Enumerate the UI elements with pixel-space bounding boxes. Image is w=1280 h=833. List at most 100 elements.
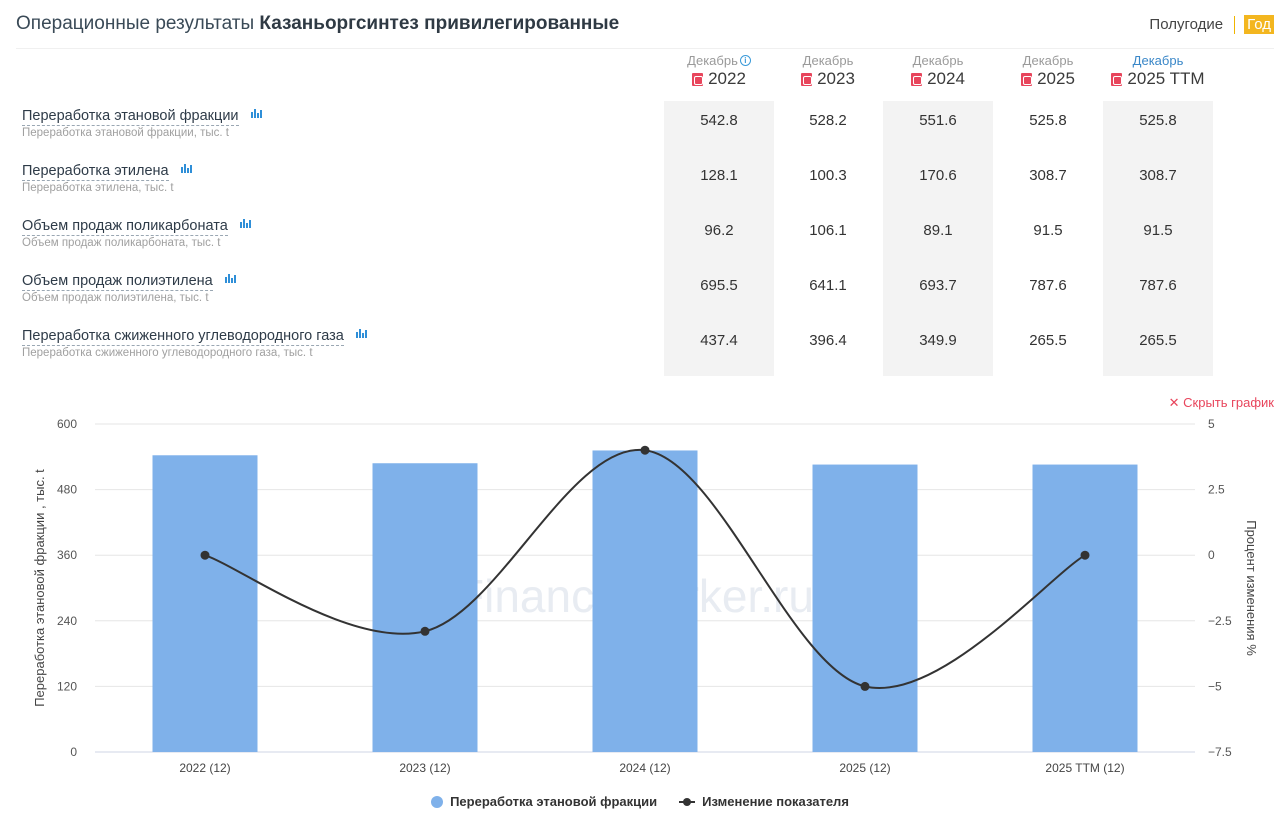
table-cell: 551.6: [919, 112, 957, 129]
legend-bar-marker: [431, 795, 444, 808]
legend-item-line[interactable]: Изменение показателя: [679, 794, 849, 809]
row-label: Переработка сжиженного углеводородного г…: [22, 327, 367, 359]
table-cell: 693.7: [919, 277, 957, 294]
column-header: Декабрь 2023: [773, 53, 883, 89]
row-title-link[interactable]: Переработка сжиженного углеводородного г…: [22, 328, 344, 346]
table-cell: 100.3: [809, 167, 847, 184]
row-subtitle: Переработка этановой фракции, тыс. t: [22, 127, 229, 139]
row-label: Переработка этановой фракции Переработка …: [22, 107, 262, 139]
table-cell: 265.5: [1139, 332, 1177, 349]
row-title-link[interactable]: Переработка этановой фракции: [22, 108, 239, 126]
table-cell: 91.5: [1143, 222, 1173, 239]
column-month-label: Декабрь: [687, 53, 738, 68]
bar-chart-icon[interactable]: [224, 273, 236, 283]
bar-chart-icon[interactable]: [250, 108, 262, 118]
column-shade: [664, 101, 774, 376]
y2-tick-label: −5: [1208, 679, 1222, 693]
page-title-prefix: Операционные результаты: [16, 13, 255, 34]
y-tick-label: 240: [57, 614, 77, 628]
bar: [372, 463, 478, 752]
period-year-button[interactable]: Год: [1244, 15, 1274, 34]
table-cell: 128.1: [700, 167, 738, 184]
x-tick-label: 2025 (12): [839, 761, 890, 775]
line-point: [200, 550, 210, 560]
table-cell: 641.1: [809, 277, 847, 294]
bar: [1032, 464, 1138, 752]
period-divider: [1234, 15, 1236, 34]
table-cell: 437.4: [700, 332, 738, 349]
period-half-button[interactable]: Полугодие: [1149, 16, 1224, 33]
pdf-icon[interactable]: [692, 72, 704, 86]
column-year-label: 2024: [927, 69, 965, 88]
column-header: Декабрь 2025 TTM: [1103, 53, 1213, 89]
bar-chart-icon[interactable]: [355, 328, 367, 338]
column-shade: [883, 101, 993, 376]
row-title-link[interactable]: Переработка этилена: [22, 163, 169, 181]
y-tick-label: 360: [57, 548, 77, 562]
line-point: [640, 445, 650, 455]
bar: [152, 455, 258, 752]
table-cell: 106.1: [809, 222, 847, 239]
column-year[interactable]: 2025: [993, 69, 1103, 89]
column-year[interactable]: 2024: [883, 69, 993, 89]
y2-tick-label: 2.5: [1208, 483, 1225, 497]
pdf-icon[interactable]: [1111, 72, 1123, 86]
line-point: [1080, 550, 1090, 560]
pdf-icon[interactable]: [911, 72, 923, 86]
y-axis-title: Переработка этановой фракции , тыс. t: [32, 469, 47, 707]
bar: [592, 450, 698, 752]
row-title-link[interactable]: Объем продаж полиэтилена: [22, 273, 213, 291]
column-year[interactable]: 2025 TTM: [1103, 69, 1213, 89]
line-point: [860, 681, 870, 691]
table-cell: 787.6: [1029, 277, 1067, 294]
legend-line-marker: [679, 797, 696, 806]
hide-chart-button[interactable]: ✕ Скрыть график: [1168, 395, 1274, 410]
column-header: Декабрь 2025: [993, 53, 1103, 89]
column-year[interactable]: 2022: [664, 69, 774, 89]
column-header: Декабрь 2024: [883, 53, 993, 89]
y-tick-label: 0: [70, 745, 77, 759]
bar-chart-icon[interactable]: [239, 218, 251, 228]
column-month: Декабрь: [1103, 53, 1213, 68]
bar-chart-icon[interactable]: [180, 163, 192, 173]
column-header: Декабрь i 2022: [664, 53, 774, 89]
table-cell: 525.8: [1029, 112, 1067, 129]
row-title-link[interactable]: Объем продаж поликарбоната: [22, 218, 228, 236]
y2-tick-label: −7.5: [1208, 745, 1232, 759]
x-tick-label: 2024 (12): [619, 761, 670, 775]
pdf-icon[interactable]: [1021, 72, 1033, 86]
y2-axis-title: Процент изменения %: [1244, 520, 1259, 656]
pdf-icon[interactable]: [801, 72, 813, 86]
table-cell: 396.4: [809, 332, 847, 349]
table-cell: 170.6: [919, 167, 957, 184]
bar: [812, 464, 918, 752]
column-month-label: Декабрь: [1022, 53, 1074, 68]
legend-bar-label: Переработка этановой фракции: [450, 794, 658, 809]
column-month: Декабрь: [883, 53, 993, 68]
column-month: Декабрь i: [664, 53, 774, 68]
x-tick-label: 2023 (12): [399, 761, 450, 775]
info-icon[interactable]: i: [739, 55, 751, 66]
y-tick-label: 480: [57, 483, 77, 497]
chart-legend: Переработка этановой фракции Изменение п…: [0, 794, 1280, 809]
table-cell: 89.1: [923, 222, 953, 239]
table-cell: 96.2: [704, 222, 734, 239]
row-subtitle: Объем продаж поликарбоната, тыс. t: [22, 237, 221, 249]
column-year[interactable]: 2023: [773, 69, 883, 89]
row-subtitle: Объем продаж полиэтилена, тыс. t: [22, 292, 209, 304]
row-label: Объем продаж поликарбоната Объем продаж п…: [22, 217, 251, 249]
period-switch: Полугодие Год: [1149, 15, 1274, 34]
table-cell: 528.2: [809, 112, 847, 129]
column-year-label: 2025: [1037, 69, 1075, 88]
row-subtitle: Переработка сжиженного углеводородного г…: [22, 347, 313, 359]
y-tick-label: 120: [57, 679, 77, 693]
column-year-label: 2025 TTM: [1127, 69, 1205, 88]
y2-tick-label: 5: [1208, 417, 1215, 431]
page-title: Операционные результаты Казаньоргсинтез …: [16, 13, 619, 35]
row-label: Переработка этилена Переработка этилена, …: [22, 162, 192, 194]
company-name: Казаньоргсинтез привилегированные: [259, 13, 620, 34]
column-month: Декабрь: [773, 53, 883, 68]
legend-item-bars[interactable]: Переработка этановой фракции: [431, 794, 657, 809]
column-year-label: 2023: [817, 69, 855, 88]
x-tick-label: 2025 TTM (12): [1045, 761, 1124, 775]
